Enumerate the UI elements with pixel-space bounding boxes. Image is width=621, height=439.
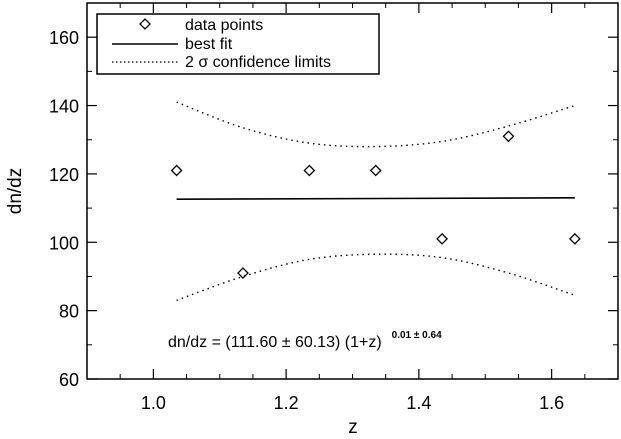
legend-label-data-points: data points	[185, 17, 263, 34]
data-point-marker	[170, 164, 183, 177]
data-point-marker	[237, 267, 249, 279]
data-point-marker	[436, 232, 449, 245]
y-tick-label: 60	[59, 370, 79, 390]
x-axis-title: z	[348, 417, 358, 438]
y-tick-label: 140	[49, 97, 79, 117]
legend-label-best-fit: best fit	[185, 36, 233, 53]
data-point-marker	[369, 164, 382, 177]
y-tick-label: 120	[49, 165, 79, 185]
y-tick-label: 160	[49, 28, 79, 48]
axis-ticks	[87, 2, 618, 380]
upper-confidence-limit	[176, 101, 576, 148]
legend: data points best fit 2 σ confidence limi…	[96, 13, 380, 75]
y-axis-title: dn/dz	[5, 168, 26, 214]
legend-diamond-marker	[139, 18, 151, 30]
lower-confidence-limit	[176, 253, 576, 302]
fit-equation-main: dn/dz = (111.60 ± 60.13) (1+z)	[168, 334, 382, 351]
x-tick-label: 1.2	[274, 393, 299, 413]
legend-label-confidence-limits: 2 σ confidence limits	[185, 54, 331, 71]
fit-equation-exponent: 0.01 ± 0.64	[392, 330, 442, 341]
series-layer	[170, 101, 581, 302]
y-tick-label: 100	[49, 233, 79, 253]
data-point-marker	[568, 232, 581, 245]
x-tick-label: 1.0	[141, 393, 166, 413]
fit-equation: dn/dz = (111.60 ± 60.13) (1+z) 0.01 ± 0.…	[168, 330, 442, 351]
x-tick-label: 1.6	[539, 393, 564, 413]
best-fit-line	[176, 197, 575, 201]
data-point-marker	[502, 130, 515, 143]
y-tick-label: 80	[59, 302, 79, 322]
axis-tick-labels: 1.0 1.2 1.4 1.6 60 80 100 120 140 160	[49, 28, 564, 413]
data-point-marker	[303, 164, 316, 177]
x-tick-label: 1.4	[406, 393, 431, 413]
